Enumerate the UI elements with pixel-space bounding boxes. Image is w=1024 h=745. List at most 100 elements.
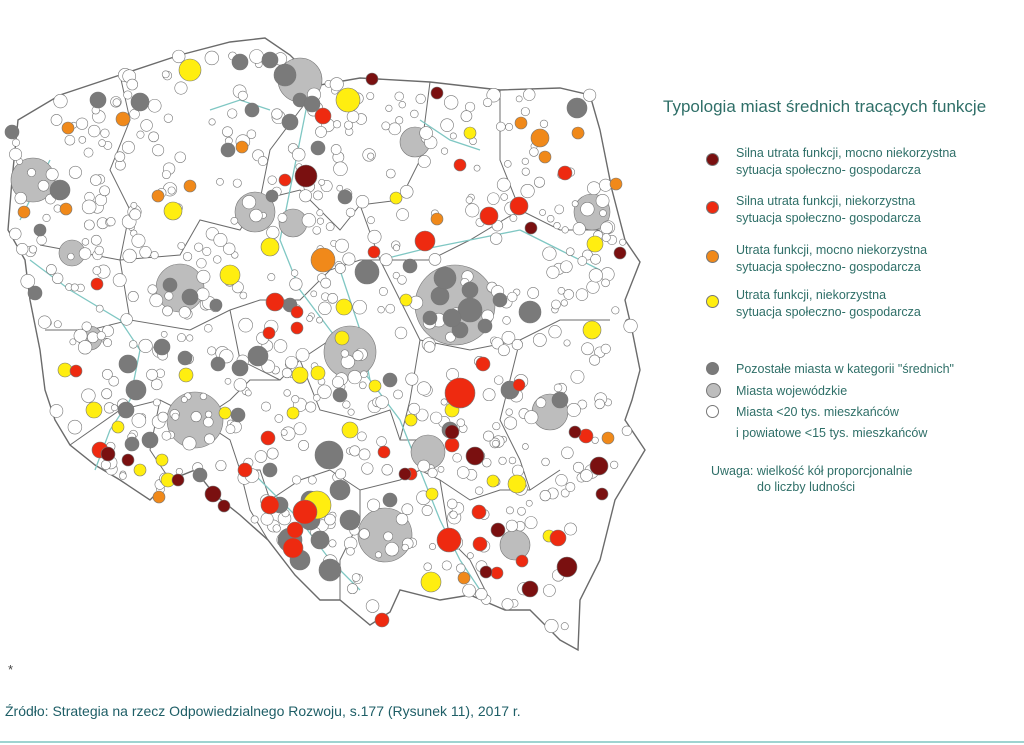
orange-town-circle xyxy=(235,140,249,154)
dark-red-town-circle xyxy=(121,453,135,467)
medium-town-circle xyxy=(281,113,299,131)
small-town-circle xyxy=(100,459,111,470)
small-town-circle xyxy=(161,170,171,180)
small-town-circle xyxy=(367,229,382,244)
small-town-circle xyxy=(298,439,310,451)
small-town-circle xyxy=(394,91,404,102)
small-town-circle xyxy=(449,132,457,140)
small-town-circle xyxy=(378,287,388,296)
small-town-circle xyxy=(419,126,433,140)
small-town-circle xyxy=(81,388,96,403)
small-town-circle xyxy=(316,316,323,324)
small-town-circle xyxy=(535,397,547,408)
small-town-circle xyxy=(332,120,342,129)
yellow-town-circle xyxy=(486,474,500,488)
small-town-circle xyxy=(16,243,29,256)
small-town-circle xyxy=(312,226,322,235)
small-town-circle xyxy=(595,193,610,208)
dark-red-town-circle xyxy=(217,499,231,513)
small-town-circle xyxy=(140,119,153,132)
dark-red-town-circle xyxy=(595,487,609,501)
small-town-circle xyxy=(385,168,396,179)
medium-town-circle xyxy=(177,350,193,366)
small-town-circle xyxy=(204,50,219,66)
red-town-circle xyxy=(265,292,285,312)
small-town-circle xyxy=(546,214,555,223)
small-town-circle xyxy=(280,429,288,436)
small-town-circle xyxy=(196,269,211,284)
medium-town-circle xyxy=(162,277,178,293)
small-town-circle xyxy=(291,395,300,404)
small-town-circle xyxy=(335,468,347,480)
small-town-circle xyxy=(28,245,38,254)
small-town-circle xyxy=(611,306,620,315)
yellow-town-circle xyxy=(260,237,280,257)
small-town-circle xyxy=(310,290,318,298)
small-town-circle xyxy=(383,531,394,542)
small-town-circle xyxy=(136,130,145,139)
small-town-circle xyxy=(241,195,257,210)
small-town-circle xyxy=(401,543,409,552)
small-town-circle xyxy=(580,201,595,217)
small-town-circle xyxy=(92,266,102,275)
medium-town-circle xyxy=(457,297,483,323)
small-town-circle xyxy=(563,289,575,300)
medium-town-circle xyxy=(244,102,260,118)
small-town-circle xyxy=(366,92,375,100)
small-town-circle xyxy=(313,190,323,201)
small-town-circle xyxy=(623,318,638,334)
small-town-circle xyxy=(474,486,484,495)
small-town-circle xyxy=(456,466,470,479)
small-town-circle xyxy=(186,334,194,342)
red-circle-icon xyxy=(706,201,719,214)
small-town-circle xyxy=(174,81,188,95)
small-town-circle xyxy=(452,453,462,463)
small-town-circle xyxy=(505,123,514,131)
small-town-circle xyxy=(163,113,173,123)
yellow-town-circle xyxy=(291,366,309,384)
small-town-circle xyxy=(194,242,204,252)
small-town-circle xyxy=(517,506,526,516)
small-town-circle xyxy=(87,331,99,344)
small-town-circle xyxy=(358,528,370,540)
small-town-circle xyxy=(9,147,23,161)
small-town-circle xyxy=(367,152,375,160)
small-town-circle xyxy=(9,227,22,240)
small-town-circle xyxy=(313,394,321,402)
voivodeship-city-circle xyxy=(155,263,205,313)
dark-red-town-circle xyxy=(524,221,538,235)
small-town-circle xyxy=(315,126,327,138)
small-town-circle xyxy=(580,469,593,482)
small-town-circle xyxy=(515,95,523,103)
medium-town-circle xyxy=(566,97,588,119)
medium-town-circle xyxy=(231,359,249,377)
small-town-circle xyxy=(490,232,503,245)
medium-town-circle xyxy=(4,124,20,140)
small-town-circle xyxy=(572,222,586,236)
small-town-circle xyxy=(103,338,112,348)
medium-town-circle xyxy=(310,530,330,550)
small-town-circle xyxy=(395,512,409,526)
small-town-circle xyxy=(223,242,236,255)
small-town-circle xyxy=(250,515,259,524)
small-town-circle xyxy=(551,299,561,310)
small-town-circle xyxy=(332,376,345,389)
red-town-circle xyxy=(286,521,304,539)
small-town-circle xyxy=(177,241,186,250)
yellow-town-circle xyxy=(85,401,103,419)
small-town-circle xyxy=(600,343,611,354)
small-town-circle xyxy=(509,214,518,222)
small-town-circle xyxy=(395,116,404,125)
medium-town-circle xyxy=(265,189,279,203)
small-town-circle xyxy=(544,619,559,634)
medium-town-circle xyxy=(124,436,140,452)
legend-label: sytuacja społeczno- gospodarcza xyxy=(736,163,921,177)
small-town-circle xyxy=(334,238,349,253)
dark-red-town-circle xyxy=(479,565,493,579)
small-town-circle xyxy=(336,184,344,192)
small-town-circle xyxy=(429,543,437,551)
small-town-circle xyxy=(427,467,438,478)
orange-town-circle xyxy=(115,111,131,127)
small-town-circle xyxy=(271,108,283,120)
small-town-circle xyxy=(94,245,104,256)
